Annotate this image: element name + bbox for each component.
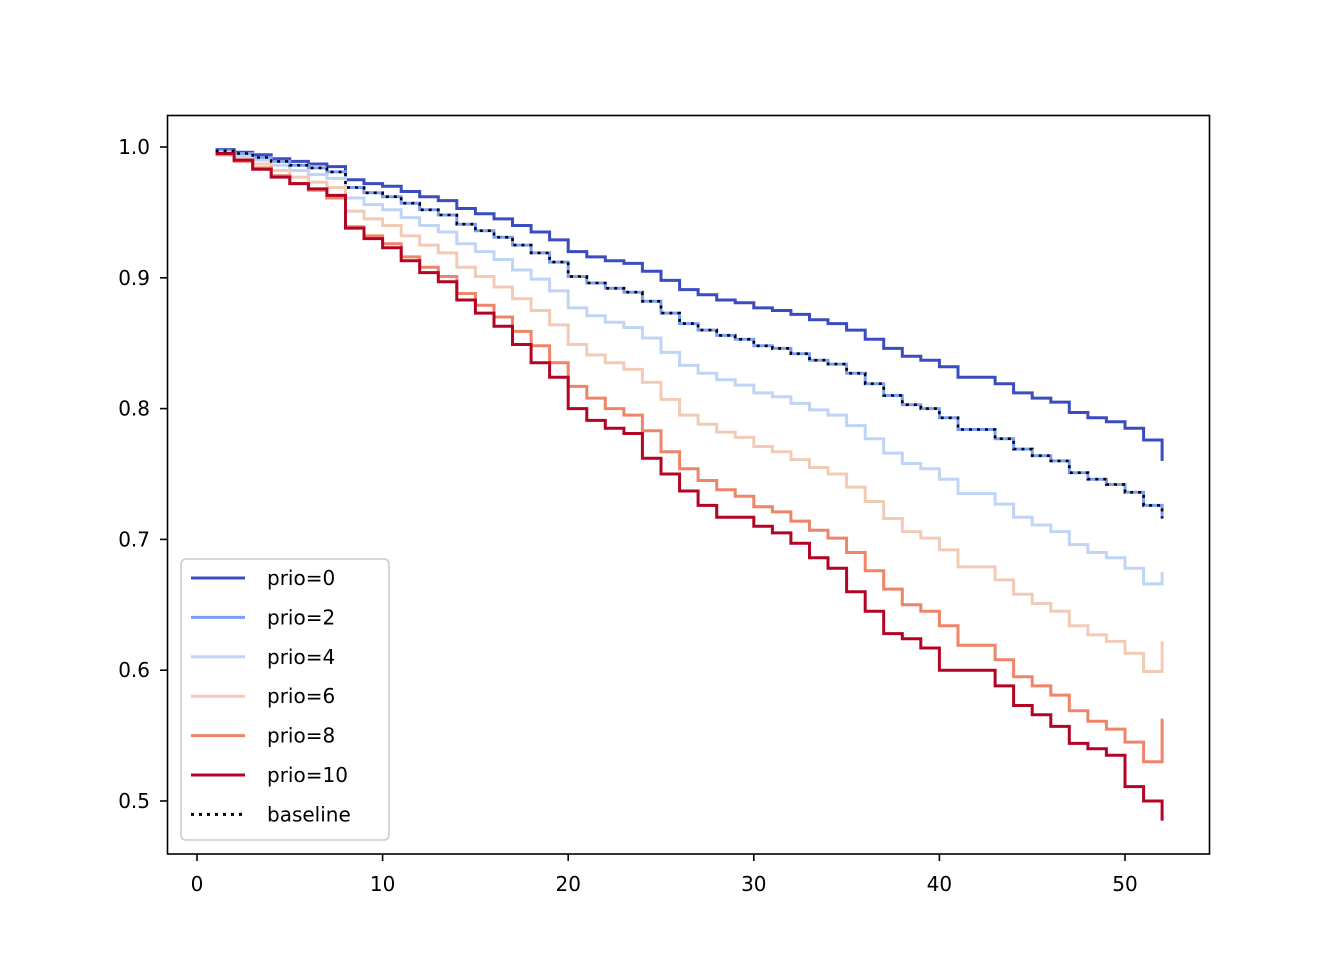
y-tick-label: 1.0: [118, 135, 150, 159]
series-prio-0-line: [215, 148, 1164, 461]
legend-label: prio=10: [267, 763, 348, 787]
legend: prio=0 prio=2 prio=4 prio=6 prio=8 prio=10 bas…: [180, 558, 390, 841]
legend-label: prio=8: [267, 724, 335, 748]
series-prio-4-line: [215, 150, 1164, 586]
x-tick-label: 10: [370, 872, 395, 896]
plot-frame: [166, 114, 1211, 855]
y-tick-label: 0.6: [118, 658, 150, 682]
x-tick-label: 30: [741, 872, 766, 896]
x-tick-label: 50: [1112, 872, 1137, 896]
y-axis: 0.5 0.6 0.7 0.8 0.9 1.0: [118, 135, 167, 813]
y-tick-label: 0.7: [118, 527, 150, 551]
legend-frame: [180, 558, 390, 841]
x-axis: 0 10 20 30 40 50: [191, 854, 1138, 896]
legend-label: prio=6: [267, 684, 335, 708]
series-prio-6-line: [215, 152, 1164, 673]
plot-lines: [215, 148, 1164, 821]
legend-label: prio=4: [267, 645, 335, 669]
legend-label: prio=0: [267, 566, 335, 590]
y-tick-label: 0.9: [118, 266, 150, 290]
series-prio-8-line: [215, 153, 1164, 764]
series-baseline-line: [215, 149, 1164, 519]
legend-label: prio=2: [267, 605, 335, 629]
y-tick-label: 0.5: [118, 789, 150, 813]
series-prio-10-line: [215, 152, 1164, 821]
x-tick-label: 0: [191, 872, 204, 896]
y-tick-label: 0.8: [118, 397, 150, 421]
legend-label: baseline: [267, 802, 351, 826]
x-tick-label: 40: [927, 872, 952, 896]
x-tick-label: 20: [555, 872, 580, 896]
